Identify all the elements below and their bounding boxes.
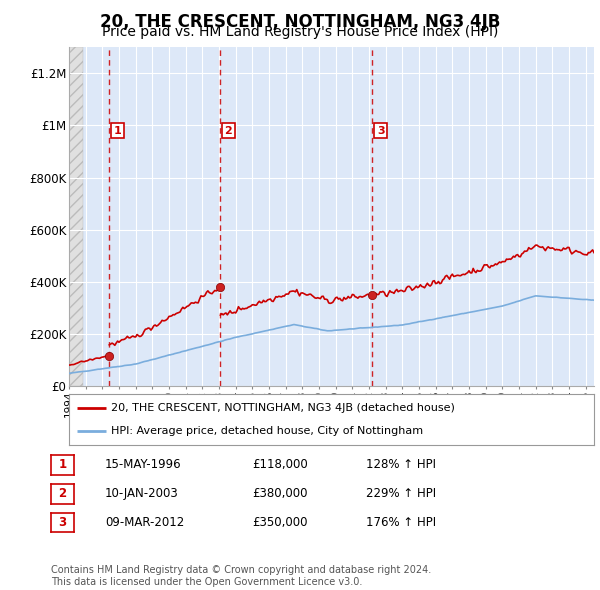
Text: 3: 3 [377,126,385,136]
Text: £118,000: £118,000 [252,458,308,471]
Text: 128% ↑ HPI: 128% ↑ HPI [366,458,436,471]
Text: 2: 2 [224,126,232,136]
Text: Price paid vs. HM Land Registry's House Price Index (HPI): Price paid vs. HM Land Registry's House … [102,25,498,40]
Text: 2: 2 [58,487,67,500]
Text: Contains HM Land Registry data © Crown copyright and database right 2024.
This d: Contains HM Land Registry data © Crown c… [51,565,431,587]
Text: 1: 1 [58,458,67,471]
Text: 229% ↑ HPI: 229% ↑ HPI [366,487,436,500]
Text: 10-JAN-2003: 10-JAN-2003 [105,487,179,500]
Text: 3: 3 [58,516,67,529]
Text: 15-MAY-1996: 15-MAY-1996 [105,458,182,471]
Text: 09-MAR-2012: 09-MAR-2012 [105,516,184,529]
Text: £380,000: £380,000 [252,487,308,500]
Text: 1: 1 [113,126,121,136]
Text: £350,000: £350,000 [252,516,308,529]
Text: 176% ↑ HPI: 176% ↑ HPI [366,516,436,529]
Text: 20, THE CRESCENT, NOTTINGHAM, NG3 4JB: 20, THE CRESCENT, NOTTINGHAM, NG3 4JB [100,13,500,31]
Text: 20, THE CRESCENT, NOTTINGHAM, NG3 4JB (detached house): 20, THE CRESCENT, NOTTINGHAM, NG3 4JB (d… [111,402,455,412]
Text: HPI: Average price, detached house, City of Nottingham: HPI: Average price, detached house, City… [111,427,423,437]
